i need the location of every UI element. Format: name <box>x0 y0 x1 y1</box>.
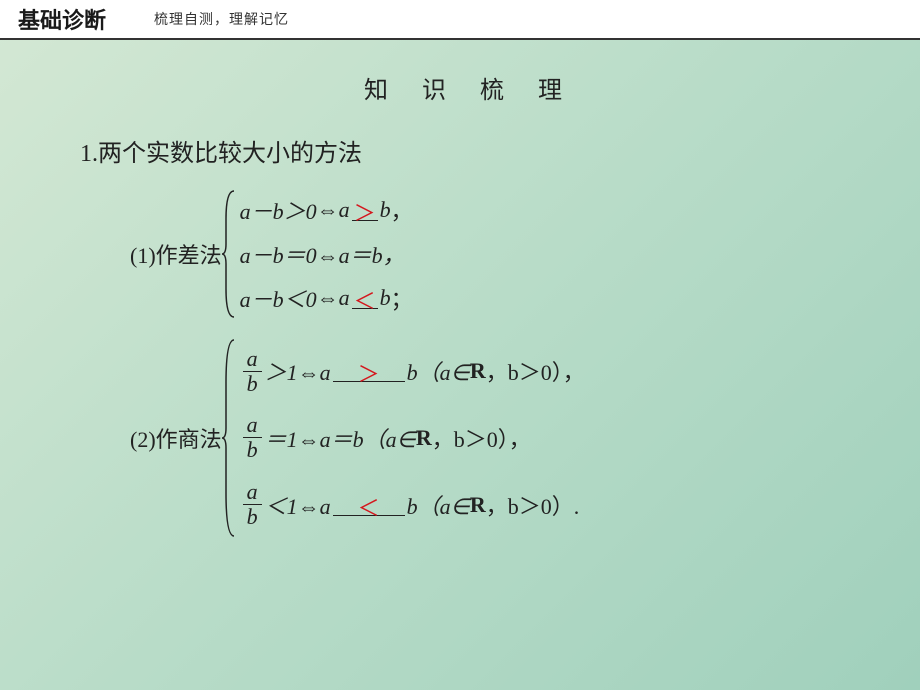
method-1-label: (1)作差法 <box>130 238 222 270</box>
method-1-block: (1)作差法 a－b＞0 ⇔a ＞ b ， a－b＝0⇔a＝b， <box>130 188 860 320</box>
expr-cond2: ，b＞0）， <box>432 422 531 454</box>
method-2-line-2: ab ＝1⇔a＝b（a∈ R ，b＞0）， <box>240 408 585 467</box>
expr-cmp: ＞1⇔a <box>265 355 331 387</box>
real-set: R <box>470 358 486 384</box>
expr-rhs: b <box>380 197 391 223</box>
fraction-a-over-b: ab <box>243 481 262 528</box>
expr-tail: ； <box>391 282 413 314</box>
method-1-brace-wrap: a－b＞0 ⇔a ＞ b ， a－b＝0⇔a＝b， a－b＜0 ⇔a ＜ b ； <box>222 188 413 320</box>
expr-mid: ⇔a <box>317 285 350 311</box>
left-brace-icon <box>222 188 236 320</box>
expr-lhs: a－b＜0 <box>240 282 317 314</box>
expr-rhs: b <box>380 285 391 311</box>
answer-blank: ＜ <box>333 494 405 516</box>
method-1-lines: a－b＞0 ⇔a ＞ b ， a－b＝0⇔a＝b， a－b＜0 ⇔a ＜ b ； <box>240 188 413 320</box>
header-title: 基础诊断 <box>0 3 124 35</box>
header-subtitle: 梳理自测，理解记忆 <box>124 9 289 29</box>
topic-heading: 1.两个实数比较大小的方法 <box>80 133 860 168</box>
answer-text: ＞ <box>354 201 376 226</box>
section-title: 知 识 梳 理 <box>80 70 860 105</box>
expr-cmp: ＝1⇔a＝b（a∈ <box>265 422 416 454</box>
fraction-a-over-b: ab <box>243 348 262 395</box>
method-1-line-1: a－b＞0 ⇔a ＞ b ， <box>240 188 413 232</box>
answer-text: ＜ <box>354 289 376 314</box>
method-2-line-3: ab ＜1⇔a ＜ b（a∈ R ，b＞0）. <box>240 475 585 534</box>
method-1-line-2: a－b＝0⇔a＝b， <box>240 232 413 276</box>
left-brace-icon <box>222 338 236 538</box>
expr-cond: b（a∈ <box>407 489 470 521</box>
answer-blank: ＞ <box>333 360 405 382</box>
expr-cond2: ，b＞0）. <box>486 489 580 521</box>
expr-mid: ⇔a <box>317 197 350 223</box>
method-2-brace-wrap: ab ＞1⇔a ＞ b（a∈ R ，b＞0）， ab ＝1⇔a＝b（a∈ R ，… <box>222 338 585 538</box>
method-2-label: (2)作商法 <box>130 422 222 454</box>
answer-text: ＞ <box>358 362 380 387</box>
method-2-lines: ab ＞1⇔a ＞ b（a∈ R ，b＞0）， ab ＝1⇔a＝b（a∈ R ，… <box>240 338 585 538</box>
expr-full: a－b＝0⇔a＝b， <box>240 238 405 270</box>
method-2-block: (2)作商法 ab ＞1⇔a ＞ b（a∈ R ，b＞0）， ab ＝1⇔a <box>130 338 860 538</box>
content-area: 知 识 梳 理 1.两个实数比较大小的方法 (1)作差法 a－b＞0 ⇔a ＞ … <box>0 40 920 538</box>
expr-cmp: ＜1⇔a <box>265 489 331 521</box>
header-bar: 基础诊断 梳理自测，理解记忆 <box>0 0 920 40</box>
method-1-line-3: a－b＜0 ⇔a ＜ b ； <box>240 276 413 320</box>
fraction-a-over-b: ab <box>243 414 262 461</box>
real-set: R <box>416 425 432 451</box>
expr-cond: b（a∈ <box>407 355 470 387</box>
expr-cond2: ，b＞0）， <box>486 355 585 387</box>
answer-blank: ＜ <box>352 287 378 309</box>
expr-tail: ， <box>391 194 413 226</box>
method-2-line-1: ab ＞1⇔a ＞ b（a∈ R ，b＞0）， <box>240 342 585 401</box>
answer-blank: ＞ <box>352 199 378 221</box>
expr-lhs: a－b＞0 <box>240 194 317 226</box>
answer-text: ＜ <box>358 496 380 521</box>
real-set: R <box>470 492 486 518</box>
